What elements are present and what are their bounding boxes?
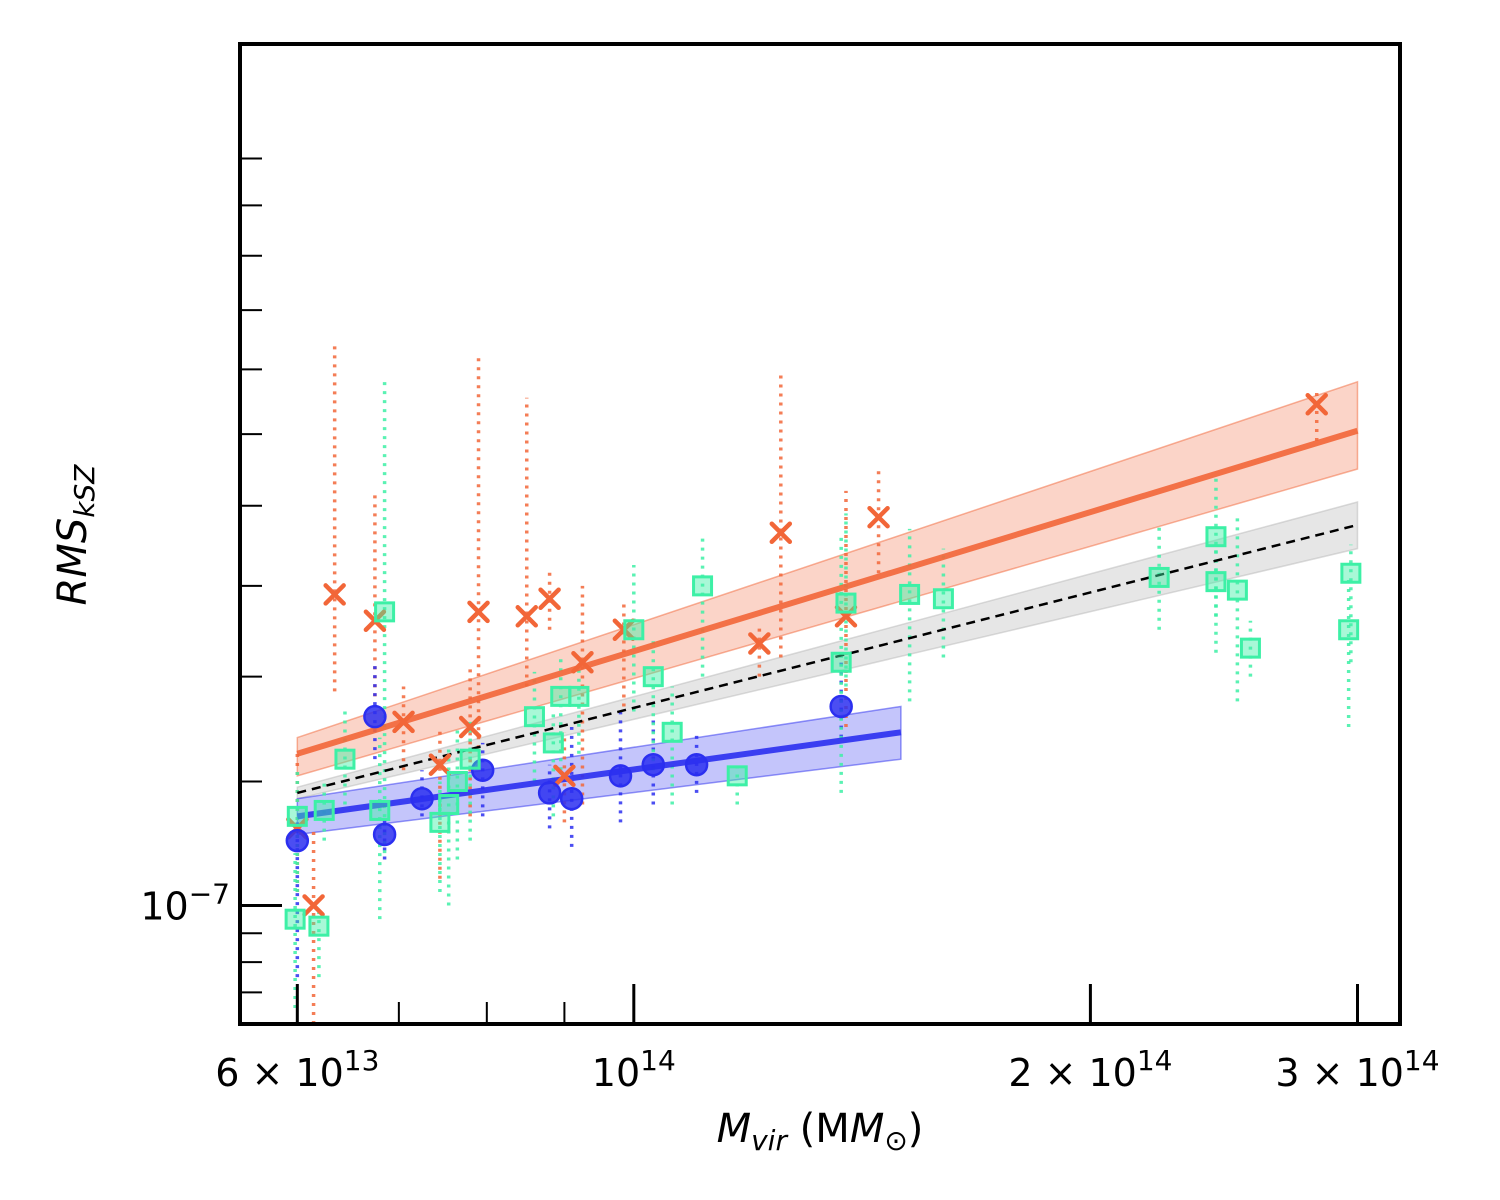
- green-squares-point: [726, 765, 748, 787]
- x-axis-title: Mvir (MM⊙): [717, 1106, 924, 1157]
- orange-crosses-point: [467, 600, 490, 624]
- green-squares-point: [542, 732, 564, 754]
- orange-crosses-point: [392, 710, 415, 734]
- x-tick-label: 6 × 1013: [215, 1044, 379, 1095]
- orange-crosses-point: [1305, 392, 1328, 416]
- green-squares-point: [369, 799, 391, 821]
- plot-area: [284, 345, 1362, 1024]
- blue-circles-point: [470, 758, 495, 782]
- green-squares-point: [835, 592, 857, 614]
- blue-circles-point: [410, 786, 434, 811]
- green-squares-point: [568, 685, 590, 707]
- blue-circles-point: [608, 764, 633, 788]
- blue-circles-point: [829, 694, 853, 719]
- orange-crosses-point: [538, 587, 561, 610]
- orange-crosses-point: [458, 715, 482, 739]
- green-squares-point: [286, 805, 308, 827]
- orange-crosses-point: [748, 632, 771, 655]
- green-squares-point: [830, 651, 852, 673]
- green-squares-point: [661, 721, 683, 743]
- green-squares-point: [1205, 526, 1227, 548]
- blue-circles-point: [372, 822, 397, 847]
- green-squares-point: [429, 811, 451, 833]
- green-squares-point: [692, 575, 714, 597]
- green-squares-point: [1148, 566, 1170, 588]
- gray-fit-line: [297, 523, 1358, 795]
- blue-fit-line: [296, 729, 902, 820]
- y-axis-title: RMSkSZ: [50, 464, 101, 606]
- x-tick-label: 2 × 1014: [1008, 1044, 1172, 1095]
- green-squares-point: [313, 799, 335, 821]
- orange-crosses-point: [769, 521, 793, 545]
- green-squares-point: [374, 601, 396, 623]
- plot-frame: [238, 42, 1402, 1026]
- orange-crosses-point: [867, 505, 890, 529]
- green-squares-point: [308, 915, 330, 937]
- green-squares-point: [642, 666, 664, 688]
- green-squares-point: [899, 583, 921, 605]
- orange-crosses-point: [834, 605, 858, 628]
- blue-circles-point: [537, 781, 562, 805]
- green-squares-point: [438, 794, 460, 816]
- orange-crosses-point: [428, 753, 452, 776]
- blue-circles-point: [641, 752, 666, 777]
- axis-ticks: 6 × 1013 1014 2 × 1014 3 × 1014 10−7: [140, 157, 1440, 1095]
- orange-crosses-point: [302, 894, 325, 917]
- green-squares-point: [459, 748, 481, 770]
- x-tick-label: 1014: [592, 1044, 676, 1095]
- y-tick-label: 10−7: [140, 877, 230, 928]
- orange-crosses-point: [571, 651, 594, 674]
- green-squares-point: [446, 770, 468, 792]
- green-squares-point: [1226, 579, 1248, 601]
- green-squares-point: [334, 748, 356, 770]
- green-squares-point: [1205, 571, 1227, 593]
- green-squares-point: [623, 619, 645, 641]
- green-squares-point: [932, 588, 954, 610]
- orange-crosses-point: [515, 605, 539, 628]
- green-squares-point: [1239, 637, 1261, 659]
- blue-circles-point: [363, 704, 387, 729]
- orange-crosses-point: [323, 583, 346, 606]
- green-squares-point: [523, 706, 545, 728]
- blue-circles-point: [684, 752, 709, 777]
- blue-circles-point: [285, 828, 310, 853]
- orange-crosses-point: [553, 764, 576, 788]
- green-squares-point: [1338, 619, 1360, 641]
- green-squares-point: [550, 685, 572, 707]
- green-squares-point: [284, 908, 306, 930]
- orange-fit-line: [296, 427, 1359, 757]
- x-tick-label: 3 × 1014: [1275, 1044, 1439, 1095]
- green-squares-point: [1340, 562, 1362, 584]
- blue-circles-point: [559, 786, 584, 811]
